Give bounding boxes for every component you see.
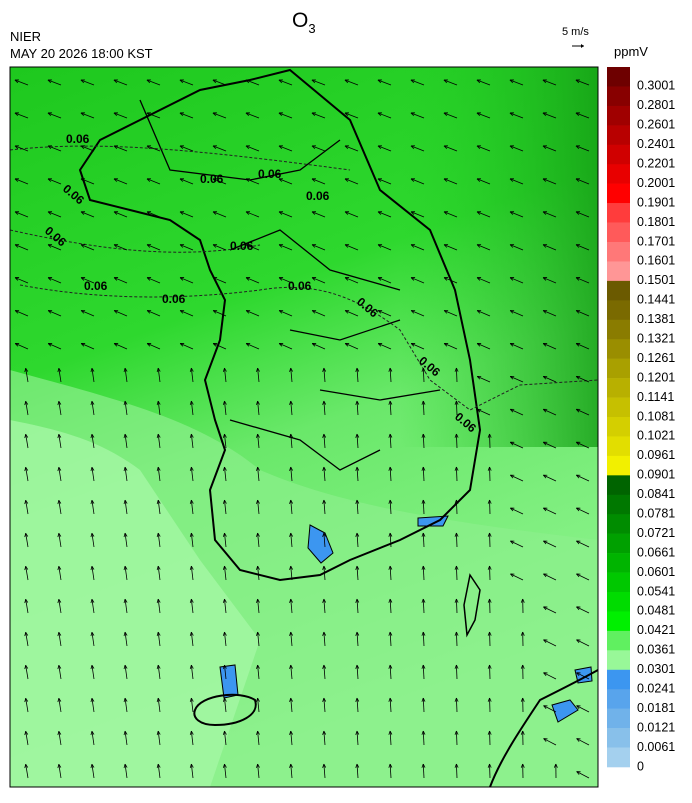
contour-label: 0.06 [288,279,312,293]
colorbar-box [607,534,630,554]
timestamp: MAY 20 2026 18:00 KST [10,46,153,61]
colorbar-label: 0.3001 [637,79,675,93]
colorbar-box [607,456,630,476]
colorbar-label: 0.1261 [637,351,675,365]
colorbar-box [607,359,630,379]
colorbar-label: 0.1201 [637,370,675,384]
colorbar-box [607,495,630,515]
colorbar-label: 0.0121 [637,720,675,734]
colorbar-box [607,320,630,340]
colorbar-label: 0.1381 [637,312,675,326]
colorbar-box [607,553,630,573]
title: O3 [292,9,316,36]
colorbar-label: 0.0181 [637,701,675,715]
colorbar-label: 0.0541 [637,584,675,598]
map [10,67,600,787]
colorbar-box [607,670,630,690]
colorbar-box [607,631,630,651]
colorbar-box [607,398,630,418]
contour-label: 0.06 [230,239,254,253]
colorbar-box [607,67,630,87]
colorbar-label: 0.1081 [637,409,675,423]
colorbar-box [607,242,630,262]
colorbar-label: 0.0721 [637,526,675,540]
colorbar-label: 0.1021 [637,429,675,443]
colorbar-label: 0.2801 [637,98,675,112]
colorbar-box [607,203,630,223]
colorbar-box [607,650,630,670]
colorbar-box [607,164,630,184]
colorbar: 0.3001 0.2801 0.2601 0.2401 0.2201 0.2001 0.19… [607,67,675,773]
colorbar-label: 0.0961 [637,448,675,462]
colorbar-box [607,145,630,165]
contour-label: 0.06 [84,279,108,293]
colorbar-label: 0.0421 [637,623,675,637]
colorbar-label: 0.1501 [637,273,675,287]
colorbar-label: 0.1601 [637,254,675,268]
colorbar-box [607,223,630,243]
colorbar-box [607,475,630,495]
colorbar-box [607,125,630,145]
colorbar-label: 0.1801 [637,215,675,229]
colorbar-box [607,728,630,748]
colorbar-box [607,611,630,631]
colorbar-box [607,339,630,359]
colorbar-label: 0.0601 [637,565,675,579]
wind-scale-head [581,44,584,48]
colorbar-box [607,184,630,204]
colorbar-box [607,417,630,437]
colorbar-unit: ppmV [614,44,648,59]
contour-label: 0.06 [200,172,224,186]
colorbar-box [607,709,630,729]
colorbar-box [607,689,630,709]
colorbar-box [607,261,630,281]
colorbar-label: 0.1701 [637,234,675,248]
colorbar-box [607,436,630,456]
colorbar-box [607,106,630,126]
colorbar-label: 0.1321 [637,332,675,346]
colorbar-label: 0.0781 [637,507,675,521]
colorbar-box [607,378,630,398]
colorbar-label: 0.0361 [637,643,675,657]
contour-label: 0.06 [162,292,186,306]
colorbar-label: 0.0841 [637,487,675,501]
colorbar-box [607,573,630,593]
colorbar-box [607,514,630,534]
contour-label: 0.06 [258,167,282,181]
colorbar-label: 0 [637,759,644,773]
colorbar-label: 0.0661 [637,545,675,559]
wind-scale-label: 5 m/s [562,26,589,38]
colorbar-label: 0.0301 [637,662,675,676]
colorbar-label: 0.0061 [637,740,675,754]
colorbar-label: 0.0241 [637,682,675,696]
colorbar-box [607,281,630,301]
colorbar-label: 0.2001 [637,176,675,190]
colorbar-label: 0.2401 [637,137,675,151]
colorbar-box [607,300,630,320]
contour-label: 0.06 [66,132,90,146]
colorbar-box [607,86,630,106]
colorbar-label: 0.1441 [637,293,675,307]
colorbar-label: 0.0481 [637,604,675,618]
colorbar-box [607,592,630,612]
colorbar-box [607,748,630,768]
colorbar-label: 0.1901 [637,195,675,209]
contour-label: 0.06 [306,189,330,203]
colorbar-label: 0.1141 [637,390,674,404]
colorbar-label: 0.0901 [637,468,675,482]
colorbar-label: 0.2201 [637,157,675,171]
colorbar-label: 0.2601 [637,118,675,132]
agency: NIER [10,29,41,44]
